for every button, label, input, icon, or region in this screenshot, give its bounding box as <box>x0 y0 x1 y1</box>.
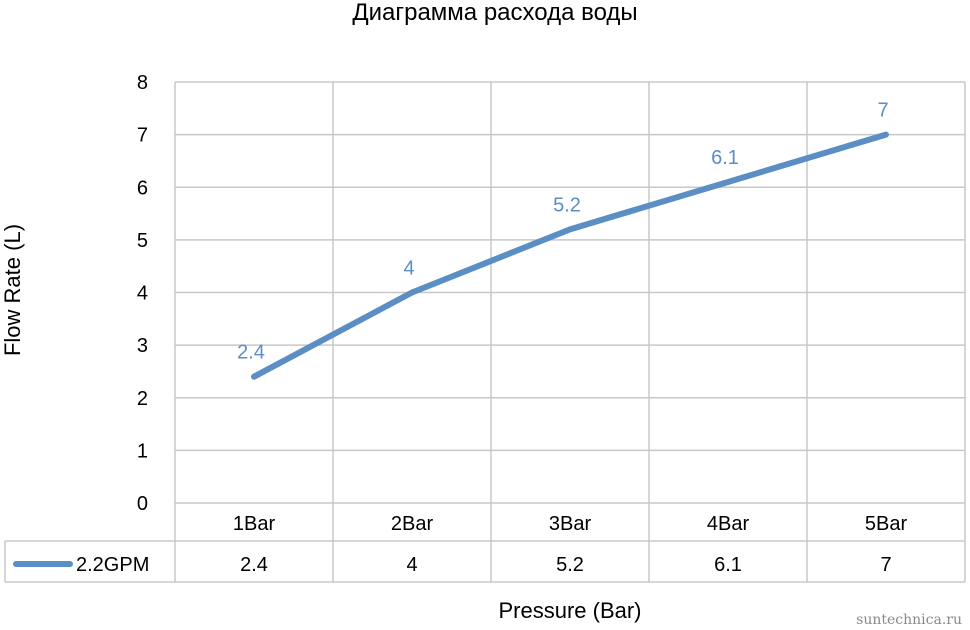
y-tick-label-8: 8 <box>137 72 148 94</box>
table-value-1Bar: 2.4 <box>240 554 268 576</box>
y-tick-label-6: 6 <box>137 177 148 199</box>
table-value-3Bar: 5.2 <box>556 554 584 576</box>
y-tick-label-2: 2 <box>137 388 148 410</box>
data-label-2: 5.2 <box>553 194 581 216</box>
y-tick-label-5: 5 <box>137 230 148 252</box>
gridlines <box>174 81 966 582</box>
x-category-1Bar: 1Bar <box>233 513 276 535</box>
x-axis-title: Pressure (Bar) <box>498 598 641 623</box>
x-category-5Bar: 5Bar <box>865 513 908 535</box>
watermark: suntechnica.ru <box>856 612 962 628</box>
y-tick-label-7: 7 <box>137 125 148 147</box>
table-value-2Bar: 4 <box>406 554 417 576</box>
chart-title: Диаграмма расхода воды <box>352 0 637 26</box>
y-tick-labels: 0 1 2 3 4 5 6 7 8 <box>137 72 148 515</box>
y-tick-label-0: 0 <box>137 493 148 515</box>
y-tick-label-3: 3 <box>137 335 148 357</box>
y-axis-title: Flow Rate (L) <box>0 224 25 356</box>
x-category-3Bar: 3Bar <box>549 513 592 535</box>
data-label-4: 7 <box>877 100 888 122</box>
x-category-4Bar: 4Bar <box>707 513 750 535</box>
y-tick-label-4: 4 <box>137 283 148 305</box>
data-label-0: 2.4 <box>237 342 265 364</box>
table-value-4Bar: 6.1 <box>714 554 742 576</box>
data-labels: 2.4 4 5.2 6.1 7 <box>237 100 888 364</box>
series-lines <box>251 131 889 380</box>
table-value-5Bar: 7 <box>880 554 891 576</box>
y-tick-label-1: 1 <box>137 440 148 462</box>
x-category-2Bar: 2Bar <box>391 513 434 535</box>
legend-series-name: 2.2GPM <box>76 554 149 576</box>
data-table: 1Bar 2Bar 3Bar 4Bar 5Bar 2.2GPM 2.4 4 5.2 6.1 7 <box>4 513 965 583</box>
series-line-0 <box>251 131 889 380</box>
data-label-3: 6.1 <box>711 147 739 169</box>
data-label-1: 4 <box>403 258 414 280</box>
